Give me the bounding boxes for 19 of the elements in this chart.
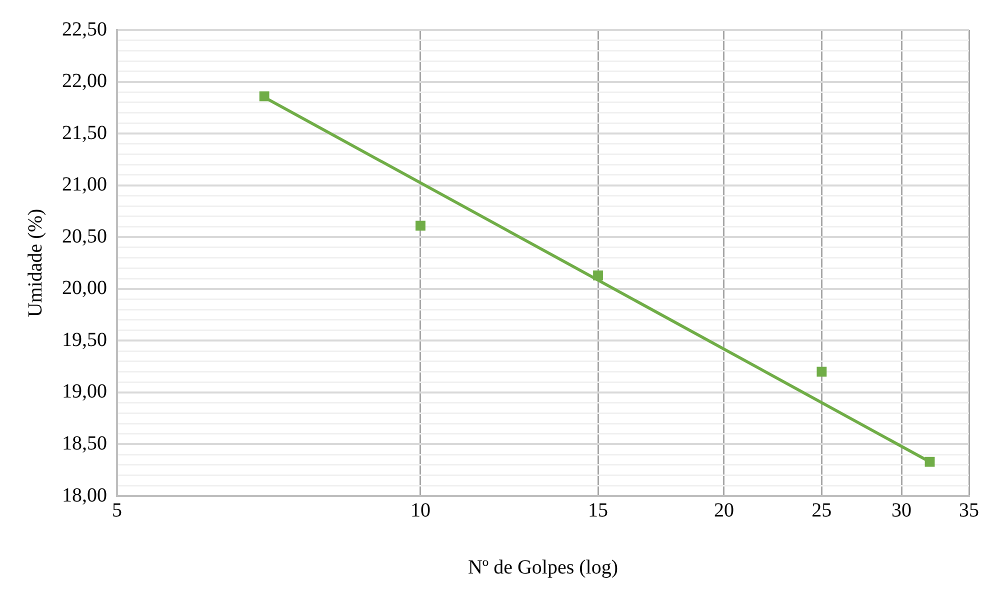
x-tick-label: 35 (959, 499, 979, 522)
y-tick-label: 20,00 (62, 277, 107, 300)
y-tick-label: 18,00 (62, 484, 107, 506)
y-axis-title: Umidade (%) (24, 208, 46, 318)
x-tick-label: 25 (812, 499, 832, 522)
x-tick-label: 20 (714, 499, 734, 522)
y-tick-label: 20,50 (62, 225, 107, 248)
y-tick-label: 21,00 (62, 174, 107, 196)
x-tick-label: 30 (892, 499, 912, 522)
y-tick-label: 22,00 (62, 70, 107, 92)
x-axis-title: Nº de Golpes (log) (468, 556, 618, 578)
x-tick-label: 5 (112, 499, 122, 522)
y-tick-label: 19,00 (62, 380, 107, 403)
y-tick-label: 18,50 (62, 432, 107, 454)
x-tick-label: 15 (588, 499, 608, 522)
y-tick-label: 21,50 (62, 122, 107, 144)
y-tick-label: 22,50 (62, 18, 107, 40)
y-tick-label: 19,50 (62, 328, 107, 351)
x-tick-label: 10 (410, 499, 430, 522)
